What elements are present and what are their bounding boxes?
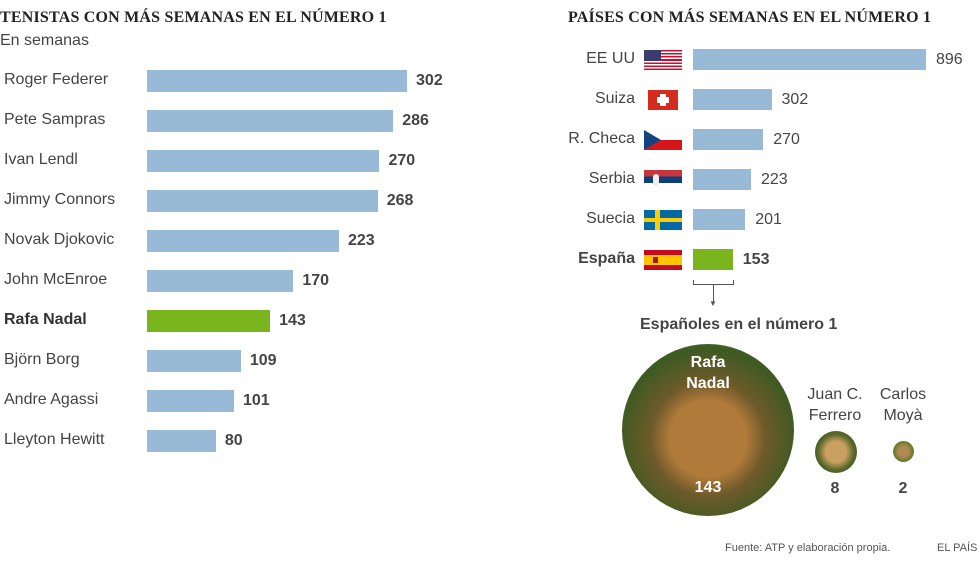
moya-photo xyxy=(893,441,914,462)
arrow-down-icon: ▼ xyxy=(709,299,717,308)
player-bar xyxy=(147,350,241,372)
moya-weeks: 2 xyxy=(898,480,908,497)
player-label: Jimmy Connors xyxy=(4,191,116,208)
ferrero-name: Juan C. Ferrero xyxy=(800,384,870,426)
player-label: Novak Djokovic xyxy=(4,231,115,248)
country-value: 201 xyxy=(755,211,782,228)
spanish-title: Españoles en el número 1 xyxy=(640,316,838,333)
player-bar xyxy=(147,270,294,292)
player-bar xyxy=(147,390,234,412)
player-value: 170 xyxy=(302,272,330,289)
ferrero-first: Juan C. xyxy=(807,386,863,403)
player-label: Ivan Lendl xyxy=(4,151,78,168)
country-bar xyxy=(693,49,926,70)
czech-flag-icon xyxy=(644,130,682,150)
country-label: Suecia xyxy=(586,210,635,227)
moya-first: Carlos xyxy=(879,386,927,403)
country-bar xyxy=(693,129,764,150)
country-label: R. Checa xyxy=(568,130,635,147)
country-value: 896 xyxy=(935,51,963,68)
country-bar xyxy=(693,209,746,230)
country-bar xyxy=(693,169,751,190)
moya-name: Carlos Moyà xyxy=(868,384,938,426)
nadal-first-name: Rafa xyxy=(690,354,726,371)
player-bar xyxy=(147,230,339,252)
player-label: Pete Sampras xyxy=(4,111,106,128)
country-value: 223 xyxy=(760,171,788,188)
player-bar xyxy=(147,150,380,172)
player-label: Rafa Nadal xyxy=(4,311,87,328)
player-label: Lleyton Hewitt xyxy=(4,431,105,448)
player-bar xyxy=(147,70,408,92)
left-chart-title: TENISTAS CON MÁS SEMANAS EN EL NÚMERO 1 xyxy=(0,9,387,26)
source-note: Fuente: ATP y elaboración propia. xyxy=(725,542,891,554)
usa-flag-icon xyxy=(644,50,682,70)
player-value: 101 xyxy=(242,392,270,409)
country-label: España xyxy=(578,250,635,267)
player-value: 270 xyxy=(388,152,416,169)
player-value: 109 xyxy=(249,352,277,369)
player-value: 286 xyxy=(402,112,429,129)
player-label: John McEnroe xyxy=(4,271,108,288)
player-value: 80 xyxy=(224,432,243,449)
ferrero-last: Ferrero xyxy=(808,407,862,424)
moya-last: Moyà xyxy=(883,407,923,424)
serbia-flag-icon xyxy=(644,170,682,190)
player-bar xyxy=(147,190,378,212)
country-bar xyxy=(693,89,772,110)
player-value: 223 xyxy=(348,232,375,249)
country-value: 270 xyxy=(773,131,800,148)
country-label: Suiza xyxy=(594,90,635,107)
player-label: Björn Borg xyxy=(4,351,80,368)
bracket-connector xyxy=(693,280,734,285)
player-value: 302 xyxy=(416,72,443,89)
player-value: 143 xyxy=(279,312,306,329)
nadal-weeks: 143 xyxy=(694,479,722,496)
brand-label: EL PAÍS xyxy=(937,542,978,554)
right-chart-title: PAÍSES CON MÁS SEMANAS EN EL NÚMERO 1 xyxy=(568,9,932,26)
arrow-line xyxy=(713,285,714,304)
country-label: EE UU xyxy=(586,50,635,67)
country-label: Serbia xyxy=(588,170,635,187)
player-bar xyxy=(147,430,216,452)
country-value: 302 xyxy=(781,91,809,108)
player-value: 268 xyxy=(386,192,414,209)
ferrero-photo xyxy=(815,431,857,473)
ferrero-weeks: 8 xyxy=(830,480,840,497)
sweden-flag-icon xyxy=(644,210,682,230)
spain-flag-icon xyxy=(644,250,682,270)
left-chart-subtitle: En semanas xyxy=(0,32,89,49)
country-value: 153 xyxy=(742,251,770,268)
nadal-photo: Rafa Nadal 143 xyxy=(622,344,794,516)
switzerland-flag-icon xyxy=(648,90,678,110)
player-label: Roger Federer xyxy=(4,71,109,88)
player-bar xyxy=(147,310,271,332)
country-bar xyxy=(693,249,733,270)
player-bar xyxy=(147,110,394,132)
player-label: Andre Agassi xyxy=(4,391,99,408)
nadal-last-name: Nadal xyxy=(686,375,730,392)
